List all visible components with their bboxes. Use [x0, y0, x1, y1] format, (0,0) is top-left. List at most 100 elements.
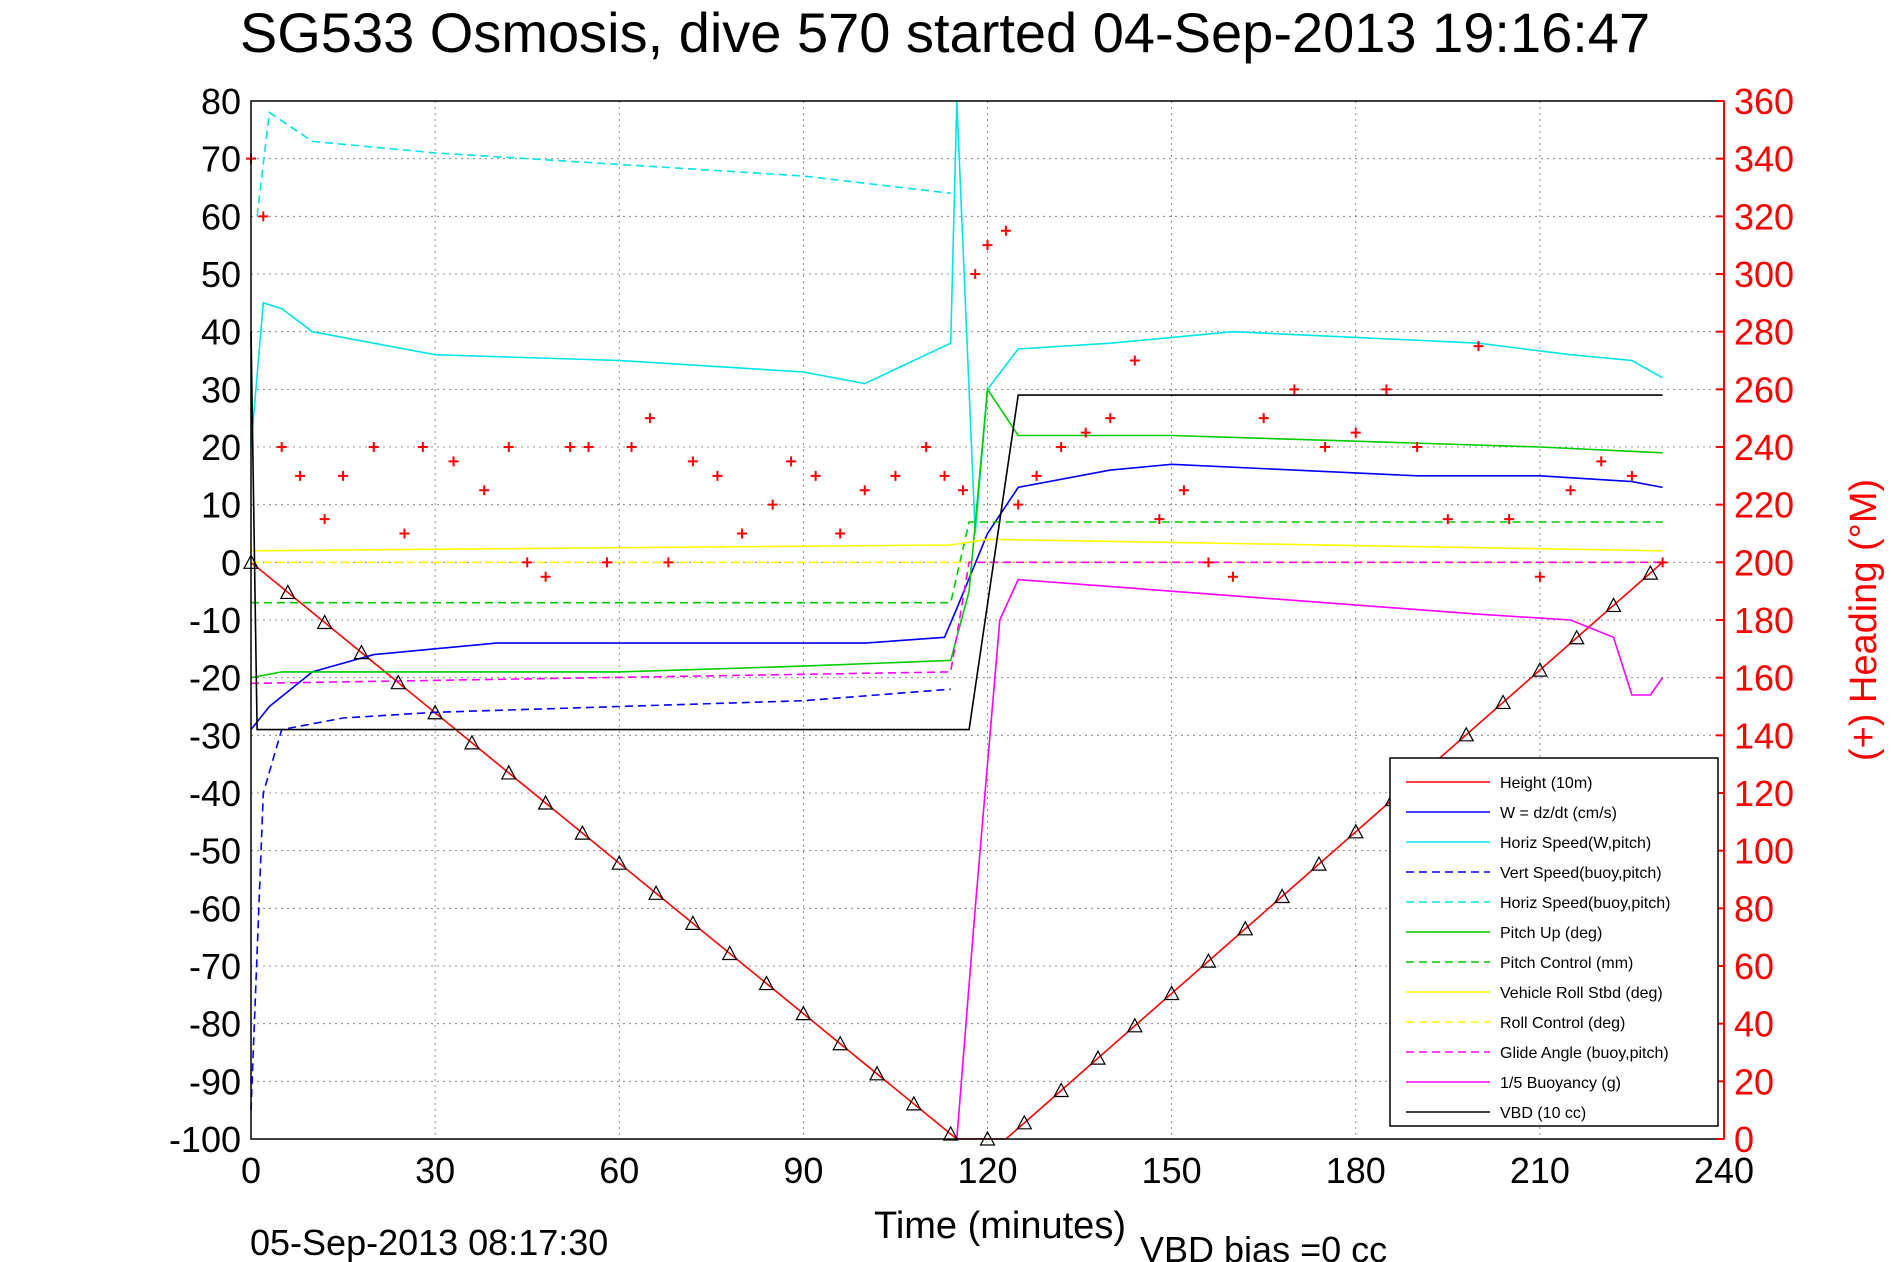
y-tick-label: -10	[189, 600, 241, 641]
height-marker	[648, 885, 665, 900]
right-axis-label: (+) Heading (°M)	[1843, 479, 1885, 761]
right-tick-label: 360	[1734, 81, 1794, 122]
height-marker	[1200, 952, 1217, 968]
legend-entry: Pitch Control (mm)	[1500, 955, 1633, 972]
heading-marker	[1442, 514, 1453, 525]
x-tick-label: 90	[783, 1150, 823, 1191]
heading-marker	[859, 485, 870, 496]
y-tick-label: 30	[201, 369, 241, 410]
height-marker	[1347, 823, 1364, 839]
heading-marker	[1412, 442, 1423, 452]
right-tick-label: 120	[1734, 773, 1794, 814]
y-tick-label: -50	[189, 831, 241, 872]
legend-entry: Pitch Up (deg)	[1500, 925, 1602, 942]
legend-entry: Vert Speed(buoy,pitch)	[1500, 865, 1662, 882]
height-marker	[1458, 726, 1475, 742]
x-axis-ticks: 0 30 60 90 120 150 180 210 240	[241, 1150, 1754, 1191]
legend-entry: Glide Angle (buoy,pitch)	[1500, 1045, 1669, 1062]
height-marker	[1568, 629, 1585, 645]
y-tick-label: 80	[201, 81, 241, 122]
height-marker	[905, 1095, 922, 1111]
heading-marker	[1013, 499, 1024, 510]
y-tick-label: 0	[221, 542, 241, 583]
y-axis-ticks: 80 70 60 50 40 30 20 10 0 -10 -20 -30 -40 -50 -60 -70 -8…	[169, 81, 241, 1160]
x-tick-label: 120	[957, 1150, 1017, 1191]
y-tick-label: -30	[189, 715, 241, 756]
heading-marker	[601, 557, 612, 568]
legend-entry: Horiz Speed(W,pitch)	[1500, 835, 1651, 852]
heading-marker	[1350, 427, 1361, 438]
heading-marker	[479, 485, 490, 496]
height-marker	[1495, 694, 1512, 710]
heading-marker	[1381, 384, 1392, 395]
plot-area	[242, 100, 1664, 1146]
heading-marker	[1320, 442, 1331, 452]
series-line	[250, 688, 951, 1111]
legend-entry: Height (10m)	[1500, 775, 1592, 792]
chart-title: SG533 Osmosis, dive 570 started 04-Sep-2…	[240, 1, 1650, 64]
height-marker	[684, 915, 701, 930]
heading-marker	[258, 211, 269, 222]
right-tick-label: 20	[1734, 1061, 1774, 1102]
heading-marker	[712, 470, 723, 481]
height-marker	[537, 794, 554, 810]
height-marker	[463, 734, 480, 750]
heading-marker	[522, 557, 533, 568]
series-line	[250, 331, 1663, 731]
heading-marker	[1129, 355, 1140, 366]
heading-marker	[737, 528, 747, 539]
right-tick-label: 240	[1734, 427, 1794, 468]
height-marker	[500, 764, 517, 780]
heading-marker	[276, 442, 287, 452]
legend-entry: W = dz/dt (cm/s)	[1500, 805, 1617, 822]
heading-marker	[1565, 485, 1576, 496]
y-tick-label: -80	[189, 1004, 241, 1045]
heading-marker	[1228, 571, 1238, 582]
right-tick-label: 100	[1734, 831, 1794, 872]
heading-marker	[1178, 485, 1189, 496]
right-tick-label: 200	[1734, 542, 1794, 583]
heading-marker	[583, 442, 594, 452]
heading-marker	[767, 499, 778, 510]
heading-marker	[1289, 384, 1300, 395]
height-marker	[832, 1035, 849, 1051]
right-tick-label: 340	[1734, 139, 1794, 180]
heading-marker	[810, 470, 821, 481]
height-marker	[869, 1065, 886, 1081]
y-tick-label: -70	[189, 946, 241, 987]
heading-marker	[957, 485, 968, 496]
heading-marker	[687, 456, 698, 467]
heading-marker	[565, 442, 576, 452]
x-tick-label: 240	[1694, 1150, 1754, 1191]
series-line	[956, 578, 1664, 1140]
height-marker	[1310, 855, 1327, 871]
series-line	[256, 111, 951, 217]
heading-marker	[1080, 427, 1091, 438]
height-marker	[758, 975, 775, 991]
legend: Height (10m) W = dz/dt (cm/s) Horiz Speed(…	[1389, 757, 1719, 1127]
y-tick-label: 40	[201, 312, 241, 353]
legend-entry: Horiz Speed(buoy,pitch)	[1500, 895, 1670, 912]
series-line	[250, 538, 1663, 552]
x-tick-label: 150	[1142, 1150, 1202, 1191]
heading-marker	[1657, 557, 1668, 568]
heading-marker	[626, 442, 637, 452]
y-tick-label: -60	[189, 888, 241, 929]
height-marker	[279, 584, 296, 600]
heading-marker	[319, 514, 330, 525]
heading-marker	[644, 413, 655, 424]
x-tick-label: 30	[415, 1150, 455, 1191]
heading-marker	[1000, 225, 1011, 236]
heading-marker	[1203, 557, 1214, 568]
x-tick-label: 180	[1326, 1150, 1386, 1191]
heading-marker	[448, 456, 459, 467]
x-tick-label: 210	[1510, 1150, 1570, 1191]
height-marker	[574, 824, 591, 840]
heading-marker	[1473, 341, 1484, 352]
heading-marker	[1504, 514, 1515, 525]
series-line	[250, 463, 1663, 731]
height-marker	[611, 854, 628, 870]
heading-marker	[982, 240, 993, 251]
right-tick-label: 280	[1734, 312, 1794, 353]
